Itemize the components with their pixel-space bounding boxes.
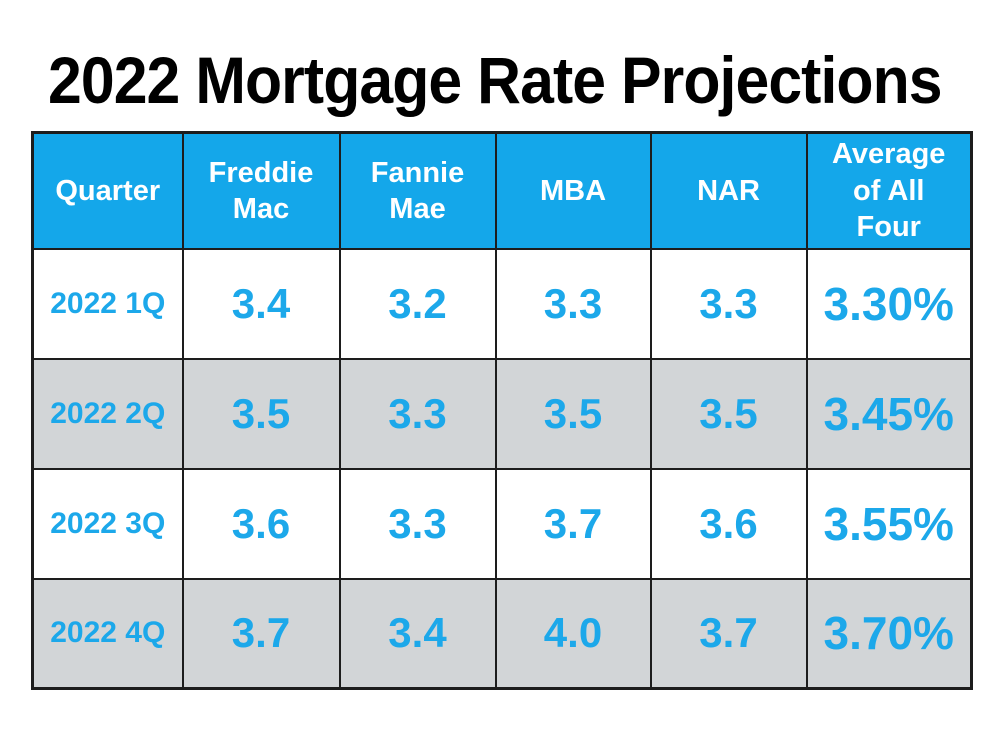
rate-cell-freddie-mac: 3.4 bbox=[181, 247, 341, 360]
rate-cell-freddie-mac: 3.6 bbox=[181, 467, 341, 580]
rate-cell-mba: 3.3 bbox=[494, 247, 652, 360]
rate-cell-fannie-mae: 3.4 bbox=[338, 577, 497, 690]
column-header-average-label: Average of All Four bbox=[832, 138, 946, 243]
rate-cell-mba: 3.5 bbox=[494, 357, 652, 470]
table-row-2022-2q: 2022 2Q 3.5 3.3 3.5 3.5 3.45% bbox=[31, 357, 973, 470]
column-header-mba: MBA bbox=[494, 131, 652, 250]
average-cell: 3.30% bbox=[805, 247, 973, 360]
column-header-freddie-mac: Freddie Mac bbox=[181, 131, 341, 250]
rate-cell-mba: 3.7 bbox=[494, 467, 652, 580]
average-cell: 3.70% bbox=[805, 577, 973, 690]
column-header-nar-label: NAR bbox=[697, 174, 760, 207]
rate-cell-fannie-mae: 3.3 bbox=[338, 357, 497, 470]
rate-cell-freddie-mac: 3.5 bbox=[181, 357, 341, 470]
rate-cell-nar: 3.5 bbox=[649, 357, 808, 470]
mortgage-rate-projections-table: Quarter Freddie Mac Fannie Mae MBA NAR A… bbox=[31, 131, 973, 690]
average-cell: 3.55% bbox=[805, 467, 973, 580]
rate-cell-fannie-mae: 3.2 bbox=[338, 247, 497, 360]
quarter-cell: 2022 4Q bbox=[31, 577, 184, 690]
rate-cell-nar: 3.7 bbox=[649, 577, 808, 690]
quarter-cell: 2022 2Q bbox=[31, 357, 184, 470]
table-row-2022-1q: 2022 1Q 3.4 3.2 3.3 3.3 3.30% bbox=[31, 247, 973, 360]
rate-cell-nar: 3.6 bbox=[649, 467, 808, 580]
column-header-average: Average of All Four bbox=[805, 131, 973, 250]
column-header-fannie-mae: Fannie Mae bbox=[338, 131, 497, 250]
table-row-2022-4q: 2022 4Q 3.7 3.4 4.0 3.7 3.70% bbox=[31, 577, 973, 690]
column-header-freddie-mac-label: Freddie Mac bbox=[208, 156, 314, 225]
rate-cell-nar: 3.3 bbox=[649, 247, 808, 360]
rate-cell-freddie-mac: 3.7 bbox=[181, 577, 341, 690]
column-header-mba-label: MBA bbox=[539, 174, 607, 207]
table-header-row: Quarter Freddie Mac Fannie Mae MBA NAR A… bbox=[31, 131, 973, 250]
column-header-quarter: Quarter bbox=[31, 131, 184, 250]
rate-cell-mba: 4.0 bbox=[494, 577, 652, 690]
quarter-cell: 2022 1Q bbox=[31, 247, 184, 360]
column-header-quarter-label: Quarter bbox=[55, 174, 161, 207]
quarter-cell: 2022 3Q bbox=[31, 467, 184, 580]
page-title: 2022 Mortgage Rate Projections bbox=[48, 43, 943, 117]
rate-cell-fannie-mae: 3.3 bbox=[338, 467, 497, 580]
table-row-2022-3q: 2022 3Q 3.6 3.3 3.7 3.6 3.55% bbox=[31, 467, 973, 580]
column-header-fannie-mae-label: Fannie Mae bbox=[370, 156, 465, 225]
column-header-nar: NAR bbox=[649, 131, 808, 250]
average-cell: 3.45% bbox=[805, 357, 973, 470]
